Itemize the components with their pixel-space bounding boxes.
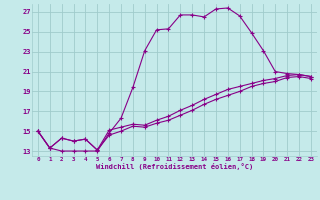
X-axis label: Windchill (Refroidissement éolien,°C): Windchill (Refroidissement éolien,°C)	[96, 163, 253, 170]
